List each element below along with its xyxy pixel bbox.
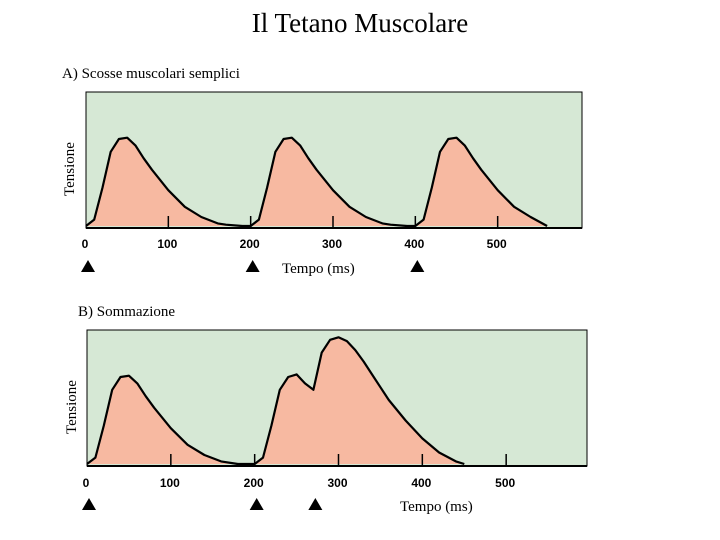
chart-b-tick-label: 100 bbox=[160, 476, 180, 490]
chart-a-title: A) Scosse muscolari semplici bbox=[62, 66, 240, 82]
chart-a-stimulus-arrow bbox=[410, 260, 425, 272]
chart-a-xlabel: Tempo (ms) bbox=[282, 261, 355, 277]
chart-a-series-area bbox=[86, 137, 548, 226]
slide-title: Il Tetano Muscolare bbox=[251, 8, 469, 38]
chart-b-stimulus-arrow bbox=[249, 498, 264, 510]
chart-a-stimulus-arrow bbox=[245, 260, 260, 272]
chart-b-xlabel: Tempo (ms) bbox=[400, 499, 473, 515]
chart-a-series-line bbox=[85, 136, 548, 228]
chart-a-tick-label: 300 bbox=[322, 237, 342, 251]
chart-a-tick-label: 200 bbox=[240, 237, 260, 251]
chart-a-tick-label: 500 bbox=[487, 237, 507, 251]
chart-b-tick-label: 400 bbox=[411, 476, 431, 490]
chart-b-tick-label: 0 bbox=[83, 476, 90, 490]
chart-b-stimulus-arrow bbox=[308, 498, 323, 510]
chart-b-series-line bbox=[86, 336, 465, 466]
chart-b-stimulus-arrow bbox=[82, 498, 96, 510]
chart-a-tick-label: 400 bbox=[404, 237, 424, 251]
chart-b-title: B) Sommazione bbox=[78, 304, 176, 320]
chart-b-tick-label: 300 bbox=[327, 476, 347, 490]
chart-a-tick-label: 100 bbox=[157, 237, 177, 251]
chart-a-stimulus-arrow bbox=[81, 260, 95, 272]
chart-b-series-area bbox=[87, 337, 465, 464]
chart-b-tick-label: 500 bbox=[495, 476, 515, 490]
chart-a-tick-label: 0 bbox=[82, 237, 89, 251]
chart-b-tick-label: 200 bbox=[244, 476, 264, 490]
